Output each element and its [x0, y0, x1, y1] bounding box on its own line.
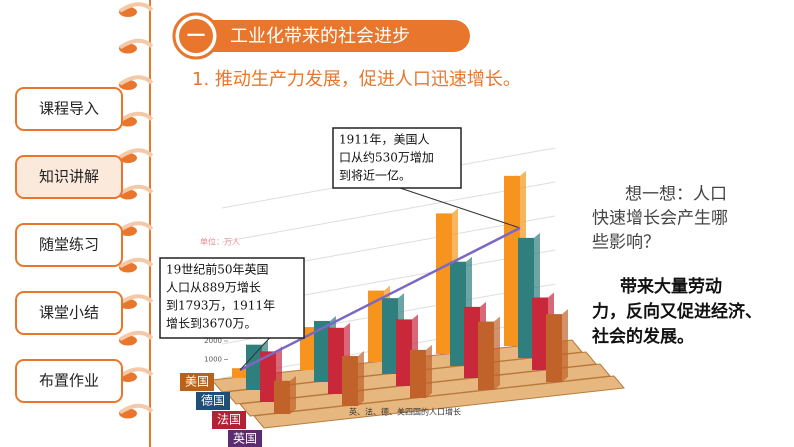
callout-box [159, 257, 305, 339]
header-pill [175, 20, 470, 52]
bar [260, 351, 276, 402]
answer-text: 社会的发展。 [591, 326, 694, 347]
callout-box [332, 127, 462, 189]
bar-side [290, 375, 296, 414]
trend-line [239, 226, 521, 372]
legend-box [196, 392, 230, 410]
ring [118, 111, 154, 123]
bar-side [494, 316, 500, 390]
callout-text: 到将近一亿。 [339, 168, 411, 183]
bar [342, 356, 358, 406]
header-badge-inner [179, 19, 213, 53]
bar [328, 327, 344, 394]
nav-label[interactable]: 布置作业 [39, 372, 99, 390]
ring [118, 184, 154, 196]
nav-button[interactable] [15, 359, 123, 403]
ring [118, 294, 154, 305]
legend-label: 英国 [233, 432, 257, 446]
bar [464, 306, 480, 378]
bar [410, 349, 426, 398]
connector [399, 187, 521, 229]
chart-caption: 英、法、德、美四国的人口增长 [349, 407, 461, 417]
callout-text: 19世纪前50年英国 [166, 262, 269, 277]
bar [504, 175, 520, 346]
legend-label: 美国 [185, 375, 209, 389]
nav-label[interactable]: 知识讲解 [39, 168, 99, 186]
nav-button[interactable] [15, 223, 123, 267]
grid-line [221, 181, 556, 243]
answer-text: 带来大量劳动 [620, 276, 722, 297]
unit-label: 单位：万人 [200, 237, 240, 247]
ring [118, 367, 154, 378]
callout-text: 人口从889万增长 [166, 281, 261, 295]
ring [118, 148, 154, 159]
y-tick-label: 1000 [204, 356, 222, 364]
question-text: 想一想：人口 [625, 185, 727, 205]
bar [518, 237, 534, 358]
legend-box [180, 373, 214, 391]
nav-label[interactable]: 课堂小结 [39, 304, 99, 322]
legend-label: 德国 [201, 393, 225, 408]
bar [232, 368, 248, 378]
ring [118, 257, 154, 269]
nav-label[interactable]: 课程导入 [39, 100, 99, 118]
bar-side [358, 351, 364, 406]
legend-label: 法国 [217, 413, 241, 427]
question-text: 快速增长会产生哪 [592, 209, 728, 229]
ring [118, 75, 154, 86]
bar [532, 297, 548, 370]
bar-side [562, 309, 568, 382]
nav-button[interactable] [15, 87, 123, 131]
bar [546, 314, 562, 382]
callout-text: 到1793万，1911年 [166, 299, 275, 313]
bar [314, 320, 330, 382]
ring [118, 221, 154, 232]
answer-text: 力，反向又促进经济、 [592, 301, 762, 322]
question-text: 些影响？ [592, 233, 660, 253]
legend-box [212, 411, 246, 429]
callout-text: 1911年，美国人 [339, 133, 430, 147]
bar-side [426, 344, 432, 398]
ring [118, 403, 154, 415]
bar [478, 321, 494, 390]
header-number: 一 [187, 26, 205, 47]
header-title: 工业化带来的社会进步 [230, 26, 410, 47]
bar [450, 261, 466, 366]
nav-button[interactable] [15, 291, 123, 335]
bar [382, 298, 398, 374]
callout-text: 口从约530万增加 [339, 150, 434, 165]
nav-button[interactable] [15, 155, 123, 199]
callout-text: 增长到3670万。 [166, 317, 257, 331]
ring [118, 330, 154, 342]
ring [118, 38, 154, 50]
bar [396, 319, 412, 386]
bar [368, 290, 384, 362]
bar [274, 380, 290, 414]
legend-box [228, 430, 262, 447]
ring [118, 2, 154, 13]
nav-label[interactable]: 随堂练习 [39, 236, 99, 254]
subtitle: 1. 推动生产力发展，促进人口迅速增长。 [192, 69, 521, 90]
bar [246, 344, 262, 390]
y-tick-label: 2000 [204, 337, 222, 345]
bar [436, 213, 452, 354]
